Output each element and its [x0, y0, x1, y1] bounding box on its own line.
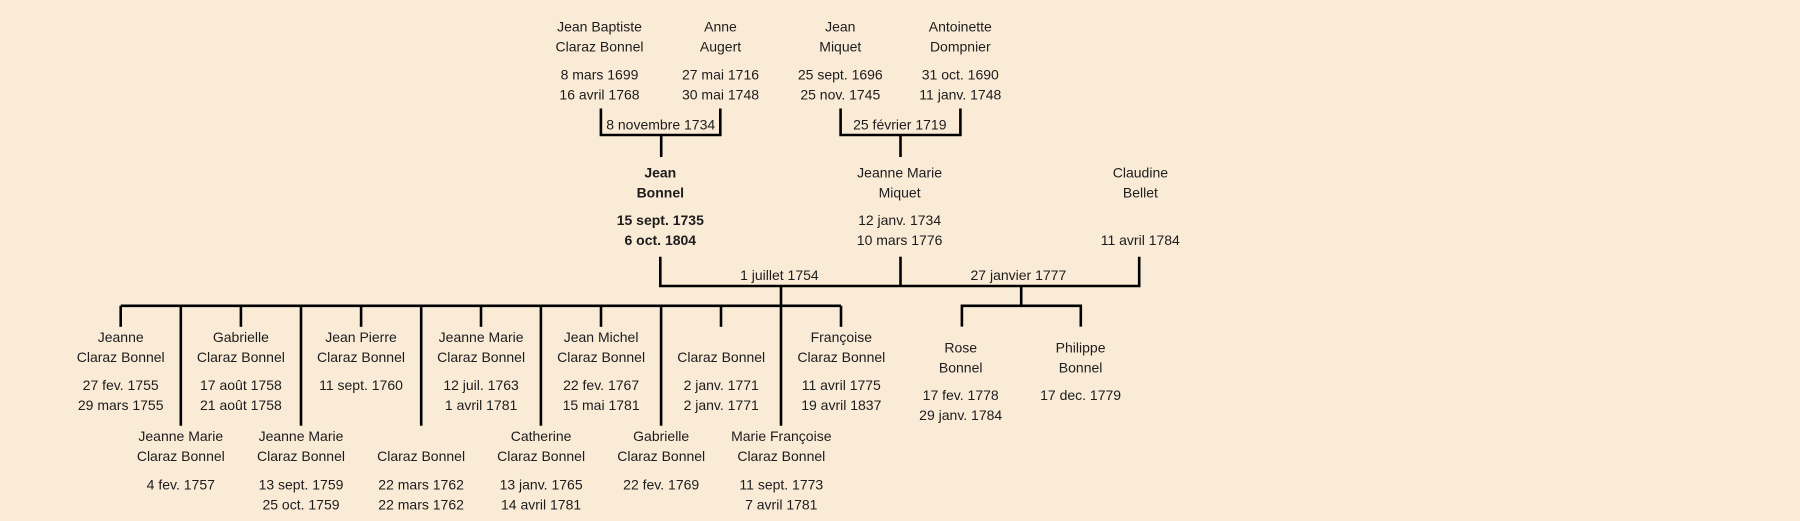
svg-text:Claraz Bonnel: Claraz Bonnel	[497, 448, 585, 464]
svg-text:Philippe: Philippe	[1056, 339, 1106, 355]
svg-text:22 mars 1762: 22 mars 1762	[378, 476, 464, 492]
svg-text:29 janv. 1784: 29 janv. 1784	[919, 407, 1002, 423]
svg-text:22 fev. 1767: 22 fev. 1767	[563, 377, 639, 393]
svg-text:Antoinette: Antoinette	[929, 19, 992, 35]
svg-text:25 nov. 1745: 25 nov. 1745	[800, 87, 880, 103]
svg-text:1 avril 1781: 1 avril 1781	[445, 397, 518, 413]
svg-text:8 mars 1699: 8 mars 1699	[561, 67, 639, 83]
svg-text:Catherine: Catherine	[511, 428, 572, 444]
svg-text:29 mars 1755: 29 mars 1755	[78, 397, 164, 413]
svg-text:Jean: Jean	[825, 19, 855, 35]
svg-text:10 mars 1776: 10 mars 1776	[857, 232, 943, 248]
svg-text:Claraz Bonnel: Claraz Bonnel	[677, 349, 765, 365]
svg-text:Miquet: Miquet	[819, 39, 861, 55]
svg-text:Jean Baptiste: Jean Baptiste	[557, 19, 642, 35]
svg-text:30 mai 1748: 30 mai 1748	[682, 87, 759, 103]
svg-text:11 sept. 1760: 11 sept. 1760	[319, 377, 403, 393]
svg-text:Jeanne Marie: Jeanne Marie	[857, 165, 942, 181]
svg-text:Claraz Bonnel: Claraz Bonnel	[77, 349, 165, 365]
svg-text:Françoise: Françoise	[811, 329, 873, 345]
svg-text:15 sept. 1735: 15 sept. 1735	[617, 212, 704, 228]
svg-text:13 sept. 1759: 13 sept. 1759	[259, 476, 344, 492]
svg-text:Jeanne Marie: Jeanne Marie	[138, 428, 223, 444]
svg-text:11 avril 1784: 11 avril 1784	[1101, 232, 1180, 248]
svg-text:27 janvier 1777: 27 janvier 1777	[971, 267, 1067, 283]
svg-text:25 sept. 1696: 25 sept. 1696	[798, 67, 883, 83]
svg-text:1 juillet 1754: 1 juillet 1754	[740, 267, 819, 283]
svg-text:Claraz Bonnel: Claraz Bonnel	[437, 349, 525, 365]
svg-text:22 mars 1762: 22 mars 1762	[378, 496, 464, 512]
svg-text:Claraz Bonnel: Claraz Bonnel	[557, 349, 645, 365]
svg-text:Claraz Bonnel: Claraz Bonnel	[257, 448, 345, 464]
svg-text:Bonnel: Bonnel	[939, 360, 983, 376]
svg-text:13 janv. 1765: 13 janv. 1765	[500, 476, 583, 492]
svg-text:Claraz Bonnel: Claraz Bonnel	[556, 39, 644, 55]
svg-text:Claraz Bonnel: Claraz Bonnel	[617, 448, 705, 464]
svg-text:Claudine: Claudine	[1113, 165, 1168, 181]
svg-text:11 janv. 1748: 11 janv. 1748	[919, 87, 1001, 103]
svg-text:Bonnel: Bonnel	[637, 185, 684, 201]
svg-text:4 fev. 1757: 4 fev. 1757	[147, 476, 215, 492]
svg-text:11 sept. 1773: 11 sept. 1773	[739, 476, 823, 492]
svg-text:12 juil. 1763: 12 juil. 1763	[443, 377, 519, 393]
svg-text:17 fev. 1778: 17 fev. 1778	[923, 387, 999, 403]
svg-text:6 oct. 1804: 6 oct. 1804	[624, 232, 696, 248]
svg-text:21 août 1758: 21 août 1758	[200, 397, 282, 413]
svg-text:25 février 1719: 25 février 1719	[853, 117, 947, 133]
svg-text:Jeanne: Jeanne	[98, 329, 144, 345]
svg-text:17 août 1758: 17 août 1758	[200, 377, 282, 393]
svg-text:7 avril 1781: 7 avril 1781	[745, 496, 818, 512]
svg-text:Claraz Bonnel: Claraz Bonnel	[137, 448, 225, 464]
svg-text:8 novembre 1734: 8 novembre 1734	[606, 117, 715, 133]
svg-text:14 avril 1781: 14 avril 1781	[501, 496, 581, 512]
svg-text:Jeanne Marie: Jeanne Marie	[439, 329, 524, 345]
svg-text:Gabrielle: Gabrielle	[633, 428, 689, 444]
svg-text:Gabrielle: Gabrielle	[213, 329, 269, 345]
svg-text:11 avril 1775: 11 avril 1775	[802, 377, 881, 393]
svg-text:31 oct. 1690: 31 oct. 1690	[922, 67, 999, 83]
svg-text:Jean Michel: Jean Michel	[564, 329, 639, 345]
svg-text:Bonnel: Bonnel	[1059, 360, 1103, 376]
svg-text:Claraz Bonnel: Claraz Bonnel	[797, 349, 885, 365]
svg-text:2 janv. 1771: 2 janv. 1771	[684, 397, 759, 413]
svg-text:Claraz Bonnel: Claraz Bonnel	[317, 349, 405, 365]
svg-text:25 oct. 1759: 25 oct. 1759	[262, 496, 339, 512]
svg-text:16 avril 1768: 16 avril 1768	[559, 87, 639, 103]
svg-text:17 dec. 1779: 17 dec. 1779	[1040, 387, 1121, 403]
svg-text:Jeanne Marie: Jeanne Marie	[259, 428, 344, 444]
svg-text:12 janv. 1734: 12 janv. 1734	[858, 212, 941, 228]
svg-text:Marie Françoise: Marie Françoise	[731, 428, 832, 444]
svg-text:Anne: Anne	[704, 19, 737, 35]
svg-text:Jean Pierre: Jean Pierre	[325, 329, 397, 345]
svg-text:22 fev. 1769: 22 fev. 1769	[623, 476, 699, 492]
svg-text:15 mai 1781: 15 mai 1781	[563, 397, 640, 413]
svg-text:19 avril 1837: 19 avril 1837	[801, 397, 881, 413]
svg-text:2 janv. 1771: 2 janv. 1771	[684, 377, 759, 393]
svg-text:Augert: Augert	[700, 39, 741, 55]
svg-text:Jean: Jean	[644, 165, 676, 181]
svg-text:Miquet: Miquet	[879, 185, 921, 201]
svg-text:27 mai 1716: 27 mai 1716	[682, 67, 759, 83]
svg-text:Claraz Bonnel: Claraz Bonnel	[197, 349, 285, 365]
svg-text:Claraz Bonnel: Claraz Bonnel	[737, 448, 825, 464]
svg-text:Dompnier: Dompnier	[930, 39, 991, 55]
svg-text:27 fev. 1755: 27 fev. 1755	[83, 377, 159, 393]
svg-text:Rose: Rose	[944, 339, 977, 355]
svg-text:Bellet: Bellet	[1123, 185, 1158, 201]
svg-text:Claraz Bonnel: Claraz Bonnel	[377, 448, 465, 464]
